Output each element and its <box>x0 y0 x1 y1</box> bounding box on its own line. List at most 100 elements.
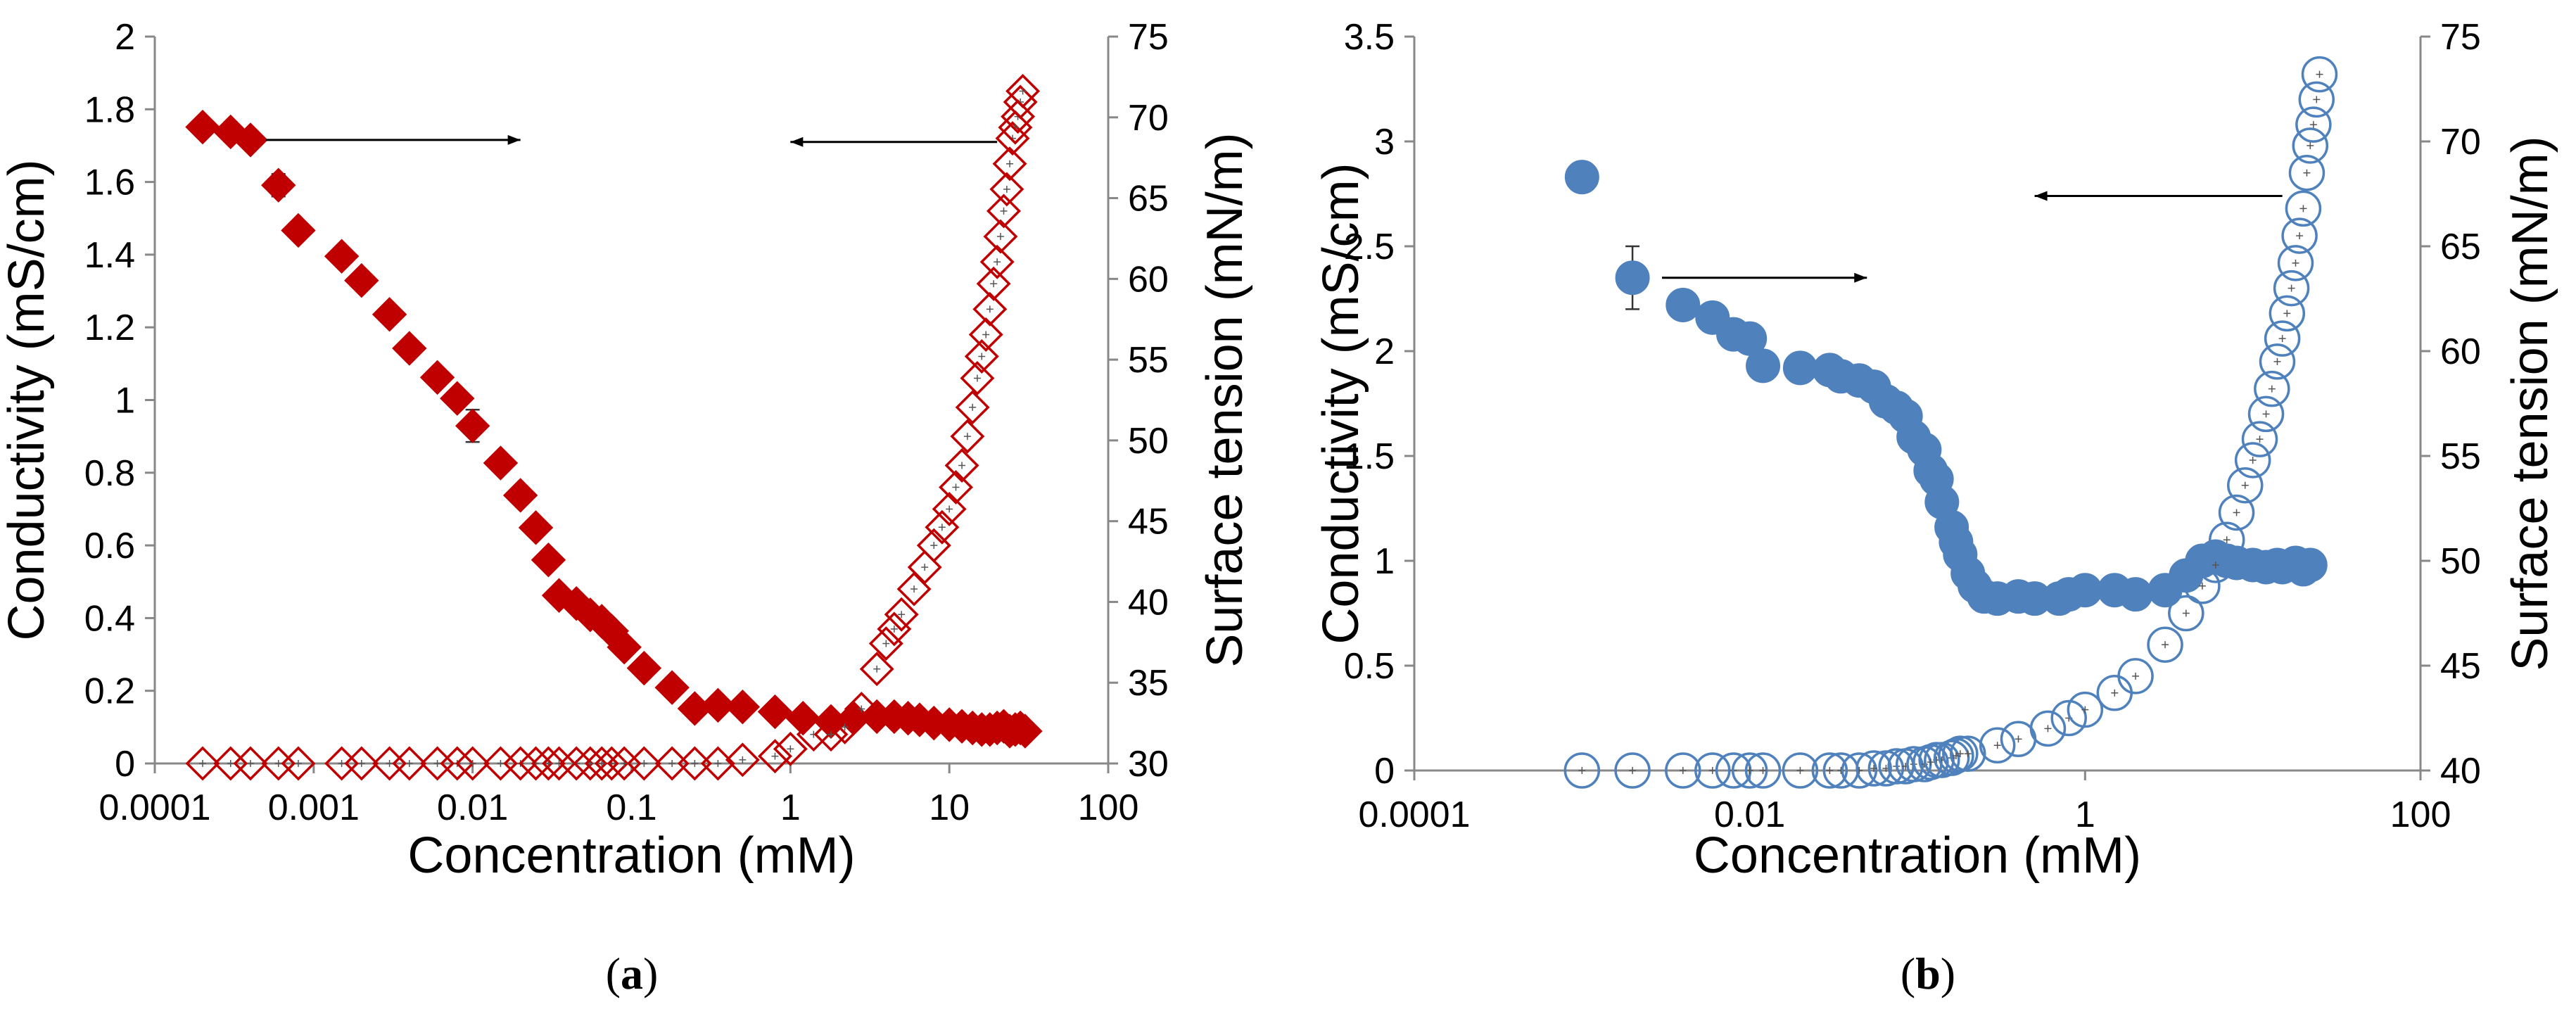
y-left-tick-label: 1.5 <box>1344 436 1395 477</box>
data-point <box>518 510 554 545</box>
data-point <box>1744 752 1782 789</box>
data-point <box>281 213 316 248</box>
data-point <box>654 670 690 705</box>
y-right-tick-label: 60 <box>1128 259 1169 300</box>
data-point <box>2234 442 2271 478</box>
data-point <box>1614 752 1651 789</box>
data-point <box>844 692 879 726</box>
data-point <box>796 717 831 752</box>
data-point <box>1746 348 1781 383</box>
data-point <box>185 109 220 145</box>
data-point <box>502 478 538 513</box>
x-tick-label: 0.01 <box>437 787 508 828</box>
y-right-tick-label: 50 <box>1128 421 1169 462</box>
data-point <box>2147 626 2183 663</box>
data-point <box>1003 84 1038 120</box>
data-point <box>2067 573 2102 608</box>
arrow-head <box>2034 191 2048 201</box>
y-left-tick-label: 1 <box>115 381 135 421</box>
data-point <box>2292 547 2328 583</box>
data-point <box>559 746 594 781</box>
data-point <box>2117 658 2154 695</box>
y-right-tick-label: 30 <box>1128 744 1169 785</box>
arrow-head <box>1854 272 1867 283</box>
data-point <box>868 626 903 661</box>
data-point <box>2273 269 2310 307</box>
data-point <box>1782 752 1819 789</box>
data-point <box>344 746 379 781</box>
data-point <box>626 746 661 781</box>
data-point <box>757 694 793 730</box>
x-tick-label: 1 <box>780 787 801 828</box>
data-point <box>542 746 577 781</box>
data-point <box>1665 752 1701 789</box>
data-point <box>654 746 690 781</box>
data-point <box>281 746 316 781</box>
data-point <box>944 448 979 483</box>
y-left-tick-label: 0.8 <box>84 453 135 494</box>
data-point <box>1949 735 1986 772</box>
data-point <box>1811 752 1848 789</box>
data-point <box>2227 467 2264 504</box>
data-point <box>531 543 566 578</box>
data-point <box>1938 737 1974 774</box>
data-point <box>976 266 1011 301</box>
y-right-tick-label: 70 <box>2440 122 2481 163</box>
y-left-tick-label: 1.8 <box>84 89 135 130</box>
data-point <box>983 219 1018 254</box>
data-point <box>2259 343 2296 380</box>
data-point <box>757 739 792 774</box>
data-point <box>233 122 268 158</box>
y-left-tick-label: 3.5 <box>1344 17 1395 58</box>
data-point <box>233 746 268 781</box>
y-right-tick-label: 45 <box>2440 646 2481 687</box>
data-point <box>2168 595 2204 632</box>
data-point <box>594 746 629 781</box>
data-point <box>1841 752 1878 789</box>
data-point <box>2197 547 2234 583</box>
data-point <box>955 390 990 425</box>
y-left-tick-label: 0.2 <box>84 671 135 712</box>
series-conductivity <box>1563 56 2338 789</box>
data-point <box>2254 370 2290 407</box>
panel-label: (b) <box>1901 949 1955 998</box>
data-point <box>607 630 642 665</box>
data-point <box>344 262 379 298</box>
data-point <box>440 746 475 781</box>
data-point <box>419 360 455 395</box>
data-point <box>2118 577 2153 612</box>
x-tick-label: 0.001 <box>268 787 360 828</box>
data-point <box>372 297 407 332</box>
data-point <box>785 701 820 736</box>
data-point <box>859 652 894 687</box>
y-left-tick-label: 1.6 <box>84 163 135 203</box>
panel-a: 0 0.2 0.4 0.6 0.8 1 1.2 1.4 1.6 1.8 2 30 35 40 45 50 55 6… <box>0 17 1253 998</box>
y-right-axis-title: Surface tension (mN/m) <box>2502 136 2558 671</box>
y-left-tick-label: 0.5 <box>1344 646 1395 687</box>
data-point <box>998 110 1033 145</box>
y-right-tick-label: 55 <box>1128 340 1169 381</box>
data-point <box>1942 735 1979 772</box>
series-surface-tension <box>1564 160 2328 616</box>
data-point <box>827 709 863 744</box>
data-point <box>483 445 519 481</box>
x-tick-label: 10 <box>929 787 970 828</box>
data-point <box>626 650 662 686</box>
data-point <box>1665 287 1701 322</box>
data-point <box>972 291 1008 326</box>
data-point <box>1564 160 1599 195</box>
data-point <box>324 239 360 274</box>
data-point <box>2241 421 2278 457</box>
data-point <box>884 597 919 632</box>
y-left-axis-title: Conductivity (mS/cm) <box>1313 163 1369 644</box>
y-right-tick-label: 65 <box>2440 227 2481 267</box>
data-point <box>2218 494 2255 531</box>
data-point <box>907 550 942 585</box>
data-point <box>503 746 538 781</box>
data-point <box>2295 106 2332 143</box>
y-right-tick-label: 50 <box>2440 541 2481 582</box>
y-left-tick-label: 1.4 <box>84 235 135 276</box>
y-right-tick-label: 75 <box>2440 17 2481 58</box>
